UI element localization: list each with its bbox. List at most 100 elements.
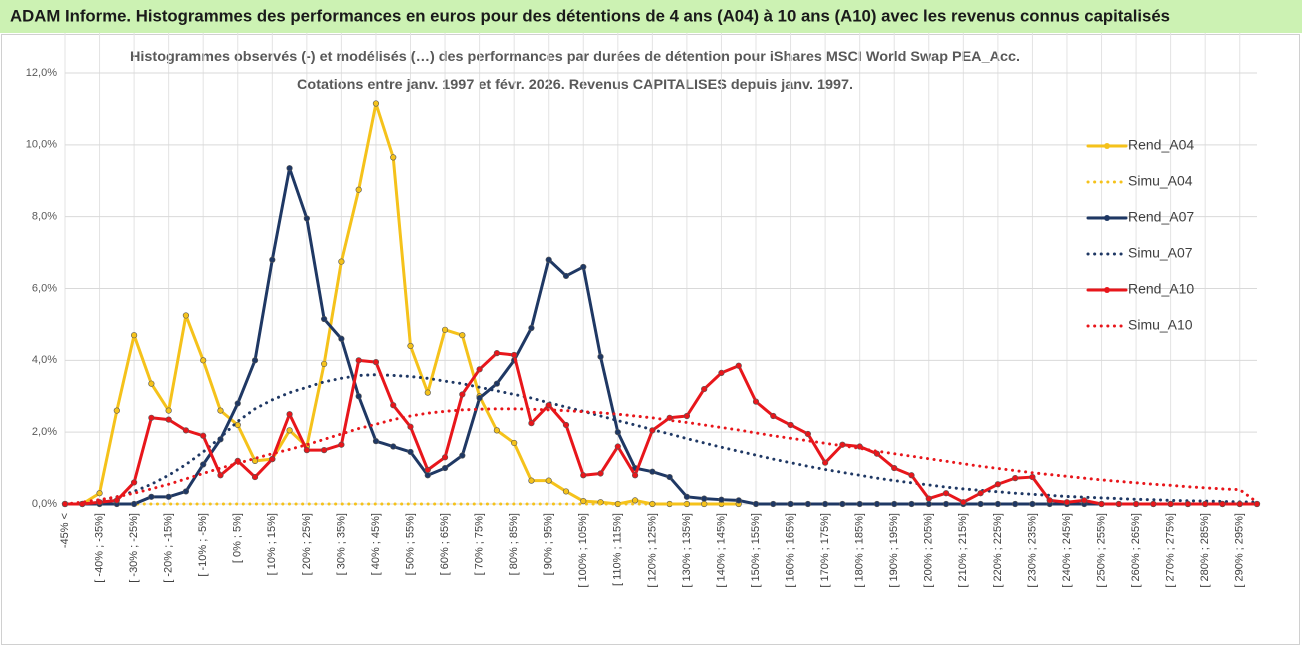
- data-point: [182, 312, 190, 319]
- data-point: [338, 258, 345, 265]
- series-line: [63, 102, 741, 506]
- y-tick-label: 10,0%: [26, 139, 57, 151]
- x-tick-label: [ 30% ; 35%]: [335, 513, 347, 575]
- data-point: [493, 380, 500, 387]
- series-line: [63, 407, 1259, 506]
- data-point: [200, 432, 207, 439]
- data-point: [131, 500, 138, 508]
- x-tick-label: [ 0% ; 5%]: [232, 513, 244, 563]
- data-point: [441, 464, 449, 472]
- legend-label: Simu_A04: [1128, 173, 1193, 189]
- data-point: [1132, 500, 1140, 508]
- data-point: [942, 490, 950, 497]
- y-tick-label: 6,0%: [32, 282, 57, 294]
- data-point: [251, 357, 259, 364]
- data-point: [770, 412, 777, 420]
- x-tick-label: [ 190% ; 195%]: [888, 513, 900, 588]
- data-point: [441, 454, 449, 461]
- data-point: [217, 472, 224, 479]
- data-point: [804, 430, 811, 438]
- data-point: [321, 315, 328, 323]
- data-point: [545, 256, 552, 263]
- x-tick-label: [ 200% ; 205%]: [923, 513, 935, 588]
- data-point: [597, 470, 604, 477]
- data-point: [234, 421, 241, 429]
- data-point: [562, 488, 570, 495]
- x-tick-label: [ 260% ; 265%]: [1130, 513, 1142, 588]
- data-point: [338, 335, 345, 342]
- data-point: [390, 154, 397, 161]
- data-point: [511, 439, 518, 447]
- data-point: [1098, 500, 1105, 508]
- x-tick-label: [ 210% ; 215%]: [957, 513, 969, 588]
- data-point: [148, 493, 155, 500]
- data-point: [718, 369, 725, 377]
- data-point: [338, 441, 345, 448]
- data-point: [321, 360, 328, 368]
- data-point: [182, 427, 190, 434]
- data-point: [269, 456, 276, 463]
- data-point: [165, 493, 172, 500]
- data-point: [234, 400, 241, 407]
- chart-subtitle: Histogrammes observés (-) et modélisés (…: [130, 48, 1020, 64]
- data-point: [441, 326, 449, 333]
- x-tick-label: [ -30% ; -25%]: [128, 513, 140, 583]
- data-point: [562, 421, 570, 429]
- x-tick-label: [ 270% ; 275%]: [1165, 513, 1177, 588]
- data-point: [994, 500, 1001, 508]
- data-point: [977, 500, 984, 508]
- x-tick-label: [ 160% ; 165%]: [784, 513, 796, 588]
- data-point: [994, 481, 1001, 488]
- data-point: [148, 414, 155, 421]
- data-point: [131, 332, 138, 339]
- data-point: [1029, 473, 1036, 481]
- data-point: [683, 493, 691, 500]
- data-point: [631, 472, 639, 479]
- data-point: [822, 459, 829, 466]
- data-point: [580, 263, 587, 271]
- data-point: [131, 479, 138, 486]
- y-tick-label: 4,0%: [32, 354, 57, 366]
- data-point: [908, 500, 915, 508]
- data-point: [770, 500, 777, 508]
- x-tick-label: [ 180% ; 185%]: [854, 513, 866, 588]
- chart-frame: [1, 34, 1300, 645]
- x-tick-label: [ 20% ; 25%]: [301, 513, 313, 575]
- data-point: [476, 394, 483, 402]
- data-point: [424, 389, 431, 396]
- legend-marker: [1104, 287, 1110, 293]
- legend-label: Rend_A10: [1128, 281, 1194, 297]
- data-point: [942, 500, 950, 508]
- data-point: [355, 357, 362, 364]
- x-tick-label: [ 230% ; 235%]: [1026, 513, 1038, 588]
- data-point: [113, 497, 120, 504]
- chart-subtitle: Cotations entre janv. 1997 et févr. 2026…: [297, 76, 853, 92]
- y-tick-label: 12,0%: [26, 67, 57, 79]
- data-point: [372, 100, 380, 107]
- data-point: [1253, 500, 1261, 508]
- x-tick-label: [ 280% ; 285%]: [1199, 513, 1211, 588]
- data-point: [459, 452, 466, 459]
- x-tick-label: [ 130% ; 135%]: [681, 513, 693, 588]
- data-point: [908, 472, 915, 479]
- x-tick-label: [ 110% ; 115%]: [612, 513, 624, 586]
- data-point: [735, 362, 742, 369]
- series-line: [63, 351, 1259, 506]
- data-point: [701, 495, 708, 502]
- data-point: [1167, 500, 1174, 508]
- data-point: [1202, 500, 1209, 508]
- data-point: [355, 186, 362, 193]
- legend-label: Simu_A10: [1128, 317, 1193, 333]
- data-point: [165, 416, 172, 423]
- data-point: [390, 443, 397, 450]
- data-point: [113, 407, 120, 414]
- legend: Rend_A04 Simu_A04 Rend_A07 Simu_A07 Rend_A10…: [1086, 137, 1194, 333]
- data-point: [1012, 475, 1019, 482]
- data-point: [286, 165, 293, 172]
- data-point: [424, 472, 431, 479]
- data-point: [631, 497, 639, 504]
- data-point: [493, 427, 500, 434]
- data-point: [1184, 500, 1191, 508]
